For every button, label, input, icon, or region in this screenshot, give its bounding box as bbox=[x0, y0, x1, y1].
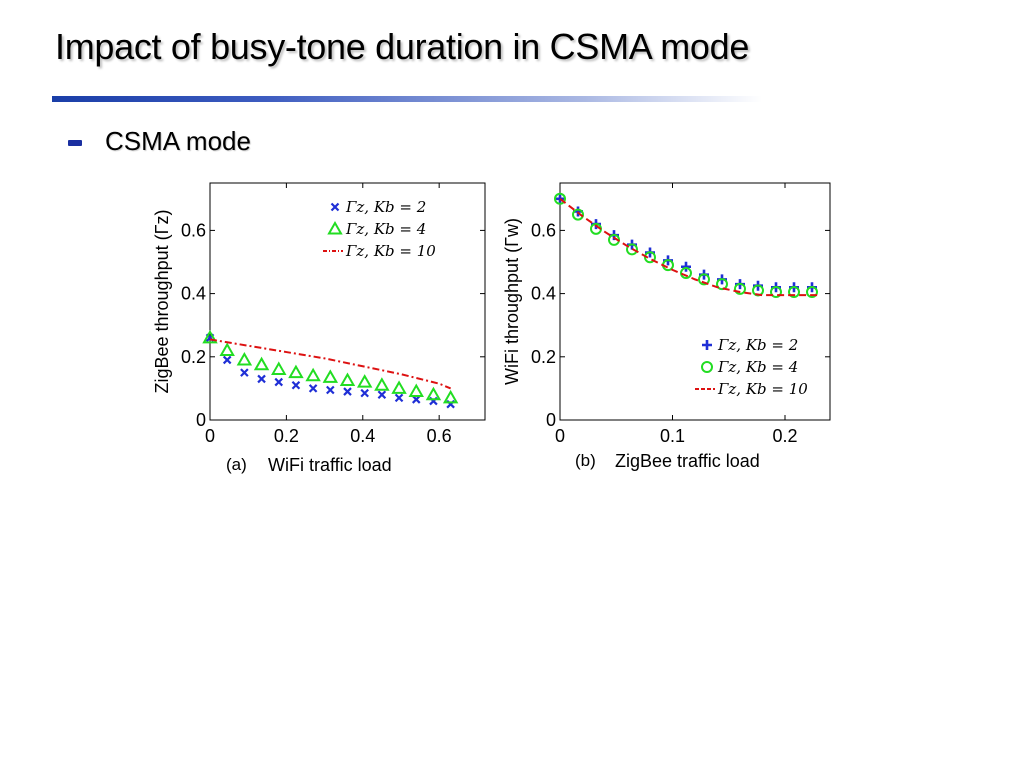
chart-b-series-2 bbox=[559, 198, 819, 297]
chart-a-data-point bbox=[240, 368, 249, 377]
chart-a-data-point bbox=[360, 388, 369, 398]
chart-a: 0 0.2 0.4 0.6 0 0.2 0.4 0.6 WiFi traffic load (a)… bbox=[152, 182, 486, 475]
chart-b-legend-swatch bbox=[701, 361, 713, 373]
chart-a-xtick-label: 0 bbox=[205, 426, 215, 446]
chart-a-data-point bbox=[288, 364, 304, 379]
chart-a-xtick-label: 0.2 bbox=[274, 426, 299, 446]
chart-a-data-point bbox=[257, 374, 266, 384]
chart-a-legend: Γz, Kb = 2 Γz, Kb = 4 Γz, Kb = 10 bbox=[323, 198, 436, 260]
chart-b-ytick-label: 0.6 bbox=[531, 220, 556, 240]
chart-b-ytick-label: 0 bbox=[546, 410, 556, 430]
chart-a-plot-frame bbox=[209, 182, 486, 421]
chart-a-panel-label: (a) bbox=[226, 455, 247, 474]
chart-b-data-point bbox=[788, 286, 800, 299]
chart-b-ylabel: WiFi throughput (Γw) bbox=[502, 218, 522, 385]
chart-a-data-point bbox=[236, 351, 253, 366]
chart-a-ytick-label: 0 bbox=[196, 410, 206, 430]
bullet-text: CSMA mode bbox=[105, 126, 251, 156]
chart-a-legend-swatch bbox=[330, 202, 340, 212]
chart-a-ytick-label: 0.6 bbox=[181, 220, 206, 240]
chart-b-data-point bbox=[806, 286, 818, 299]
chart-a-legend-swatch bbox=[327, 220, 343, 235]
chart-b-legend-label: Γz, Kb = 4 bbox=[717, 358, 798, 376]
chart-b-data-point bbox=[734, 282, 746, 295]
chart-b-xtick-label: 0 bbox=[555, 426, 565, 446]
chart-b-series-line bbox=[559, 198, 819, 297]
chart-a-legend-label: Γz, Kb = 2 bbox=[345, 198, 426, 216]
chart-a-data-point bbox=[271, 361, 287, 375]
chart-a-xtick-label: 0.6 bbox=[427, 426, 452, 446]
chart-a-series-1 bbox=[202, 329, 459, 404]
chart-b-legend-swatch bbox=[702, 340, 712, 350]
chart-a-data-point bbox=[391, 380, 407, 394]
chart-a-data-point bbox=[305, 367, 321, 382]
chart-a-data-point bbox=[339, 372, 356, 386]
chart-b-ytick-label: 0.2 bbox=[531, 347, 556, 367]
chart-a-data-point bbox=[322, 369, 339, 383]
chart-a-xlabel: WiFi traffic load bbox=[268, 455, 392, 475]
chart-a-ylabel: ZigBee throughput (Γz) bbox=[152, 209, 172, 393]
chart-b-data-point bbox=[680, 267, 692, 280]
chart-a-legend-label: Γz, Kb = 4 bbox=[345, 220, 426, 238]
chart-b-data-point bbox=[644, 251, 656, 264]
chart-a-legend-label: Γz, Kb = 10 bbox=[345, 242, 436, 260]
chart-a-series-2 bbox=[209, 338, 452, 390]
chart-a-data-point bbox=[219, 342, 235, 356]
chart-a-data-point bbox=[374, 377, 390, 391]
chart-a-data-point bbox=[411, 395, 421, 404]
chart-b-data-point bbox=[572, 208, 584, 221]
chart-a-data-point bbox=[222, 355, 232, 365]
chart-b: 0 0.1 0.2 0 0.2 0.4 0.6 ZigBee traffic load (b) W… bbox=[502, 182, 831, 471]
chart-a-data-point bbox=[442, 389, 459, 404]
chart-b-data-point bbox=[626, 243, 638, 256]
chart-b-legend: Γz, Kb = 2 Γz, Kb = 4 Γz, Kb = 10 bbox=[695, 336, 808, 398]
chart-b-panel-label: (b) bbox=[575, 451, 596, 470]
slide-title: Impact of busy-tone duration in CSMA mod… bbox=[55, 26, 750, 67]
chart-a-data-point bbox=[291, 380, 301, 390]
chart-b-xtick-label: 0.2 bbox=[772, 426, 797, 446]
chart-a-data-point bbox=[274, 377, 284, 387]
chart-b-data-point bbox=[716, 278, 728, 291]
chart-b-ytick-label: 0.4 bbox=[531, 284, 556, 304]
chart-a-data-point bbox=[343, 387, 352, 396]
chart-a-ytick-label: 0.2 bbox=[181, 347, 206, 367]
title-underline bbox=[52, 96, 762, 102]
chart-a-data-point bbox=[202, 329, 218, 344]
chart-a-data-point bbox=[253, 356, 270, 371]
chart-b-legend-label: Γz, Kb = 2 bbox=[717, 336, 798, 354]
chart-a-data-point bbox=[326, 385, 335, 395]
chart-a-data-point bbox=[394, 393, 404, 403]
chart-b-data-point bbox=[554, 192, 566, 205]
chart-a-data-point bbox=[356, 374, 373, 388]
chart-b-data-point bbox=[698, 273, 710, 286]
chart-b-xtick-label: 0.1 bbox=[660, 426, 685, 446]
chart-a-data-point bbox=[308, 384, 318, 393]
chart-b-data-point bbox=[770, 286, 782, 299]
chart-b-series-1 bbox=[554, 192, 818, 299]
chart-a-series-line bbox=[209, 338, 452, 390]
chart-a-data-point bbox=[425, 386, 442, 401]
chart-b-legend-label: Γz, Kb = 10 bbox=[717, 380, 808, 398]
bullet-dash-icon bbox=[68, 140, 82, 146]
chart-a-ytick-label: 0.4 bbox=[181, 284, 206, 304]
chart-a-data-point bbox=[377, 390, 387, 399]
chart-a-xtick-label: 0.4 bbox=[350, 426, 375, 446]
chart-b-data-point bbox=[681, 261, 691, 272]
chart-b-plot-frame bbox=[559, 182, 831, 421]
chart-a-data-point bbox=[408, 383, 424, 398]
chart-b-xlabel: ZigBee traffic load bbox=[615, 451, 760, 471]
